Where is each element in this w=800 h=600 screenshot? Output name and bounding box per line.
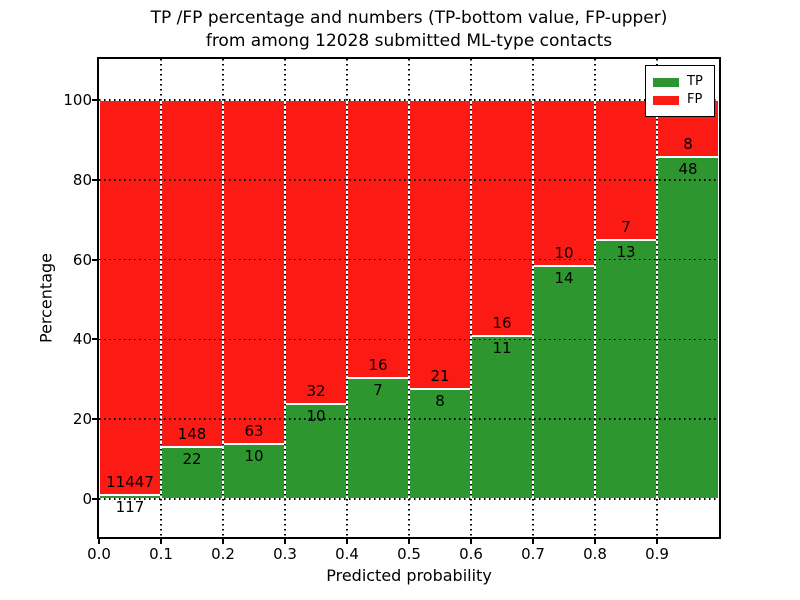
fp-count-label: 8 xyxy=(683,135,693,154)
x-tick-mark xyxy=(470,539,472,544)
legend-label-fp: FP xyxy=(687,92,703,107)
vertical-gridline xyxy=(408,59,410,537)
legend-item-fp: FP xyxy=(653,92,707,108)
fp-count-label: 16 xyxy=(492,314,512,333)
x-tick-mark xyxy=(656,539,658,544)
vertical-gridline xyxy=(532,59,534,537)
fp-bar-segment xyxy=(223,100,285,445)
chart-title: TP /FP percentage and numbers (TP-bottom… xyxy=(151,7,668,53)
y-tick-label: 100 xyxy=(63,91,92,109)
fp-count-label: 32 xyxy=(306,381,326,400)
horizontal-gridline xyxy=(99,258,719,261)
x-tick-mark xyxy=(222,539,224,544)
x-tick-label: 0.0 xyxy=(87,545,111,563)
x-tick-label: 0.6 xyxy=(459,545,483,563)
fp-count-label: 148 xyxy=(177,425,207,444)
fp-count-label: 7 xyxy=(621,217,631,236)
chart-title-line2: from among 12028 submitted ML-type conta… xyxy=(205,31,613,51)
tp-count-label: 8 xyxy=(435,391,445,410)
x-tick-label: 0.3 xyxy=(273,545,297,563)
tp-count-label: 13 xyxy=(616,242,636,261)
horizontal-gridline xyxy=(99,418,719,420)
x-axis-label: Predicted probability xyxy=(326,566,492,585)
x-tick-mark xyxy=(408,539,410,544)
tp-count-label: 14 xyxy=(554,269,574,288)
x-tick-label: 0.5 xyxy=(397,545,421,563)
fp-count-label: 16 xyxy=(368,355,388,374)
tp-bar-segment xyxy=(657,157,719,499)
y-tick-mark xyxy=(92,178,97,181)
vertical-gridline xyxy=(656,59,658,537)
chart-title-line1: TP /FP percentage and numbers (TP-bottom… xyxy=(150,8,668,28)
y-tick-label: 80 xyxy=(72,170,92,189)
tp-bar-segment xyxy=(347,377,409,499)
vertical-gridline xyxy=(284,59,286,537)
x-tick-mark xyxy=(160,539,162,544)
fp-bar-segment xyxy=(99,100,161,495)
x-tick-label: 0.1 xyxy=(149,545,173,563)
tp-bar-segment xyxy=(595,239,657,499)
horizontal-gridline xyxy=(99,179,719,181)
x-tick-mark xyxy=(98,539,100,544)
fp-count-label: 63 xyxy=(244,422,264,441)
y-tick-label: 0 xyxy=(82,490,92,508)
horizontal-gridline xyxy=(99,498,719,500)
x-tick-label: 0.7 xyxy=(521,545,545,563)
vertical-gridline xyxy=(222,59,224,537)
fp-bar-segment xyxy=(161,100,223,448)
x-tick-label: 0.9 xyxy=(645,545,669,563)
tp-count-label: 7 xyxy=(373,380,383,399)
fp-count-label: 21 xyxy=(430,366,450,385)
y-tick-label: 20 xyxy=(72,410,92,429)
vertical-gridline xyxy=(594,59,596,537)
fp-bar-segment xyxy=(347,100,409,378)
fp-bar-segment xyxy=(409,100,471,389)
y-tick-label: 60 xyxy=(72,250,92,269)
x-tick-mark xyxy=(594,539,596,544)
tp-count-label: 10 xyxy=(306,406,326,425)
legend: TP FP xyxy=(645,65,715,117)
tp-count-label: 10 xyxy=(244,447,264,466)
fp-bar-segment xyxy=(533,100,595,267)
y-tick-mark xyxy=(92,258,97,261)
tp-bar-segment xyxy=(533,266,595,499)
horizontal-gridline xyxy=(99,338,719,341)
plot-area: 11447 117 148 22 63 10 32 10 16 7 21 8 16 11 10 14 7 13 8 4… xyxy=(97,57,721,539)
x-tick-label: 0.4 xyxy=(335,545,359,563)
legend-label-tp: TP xyxy=(687,74,703,89)
tp-swatch-icon xyxy=(653,77,679,87)
y-tick-mark xyxy=(92,418,97,421)
fp-swatch-icon xyxy=(653,95,679,105)
x-tick-mark xyxy=(284,539,286,544)
tp-count-label: 22 xyxy=(182,450,202,469)
x-tick-label: 0.8 xyxy=(583,545,607,563)
fp-count-label: 10 xyxy=(554,244,574,263)
vertical-gridline xyxy=(470,59,472,537)
tp-count-label: 117 xyxy=(115,497,145,516)
horizontal-gridline xyxy=(99,99,719,101)
legend-item-tp: TP xyxy=(653,74,707,90)
vertical-gridline xyxy=(160,59,162,537)
x-tick-mark xyxy=(346,539,348,544)
fp-bar-segment xyxy=(471,100,533,337)
x-tick-mark xyxy=(532,539,534,544)
tp-count-label: 11 xyxy=(492,339,512,358)
fp-bar-segment xyxy=(285,100,347,404)
vertical-gridline xyxy=(346,59,348,537)
fp-count-label: 11447 xyxy=(106,472,154,491)
tp-count-label: 48 xyxy=(678,160,698,179)
y-tick-mark xyxy=(92,338,97,341)
x-tick-label: 0.2 xyxy=(211,545,235,563)
y-tick-label: 40 xyxy=(72,330,92,349)
y-tick-mark xyxy=(92,99,97,101)
y-tick-mark xyxy=(92,498,97,500)
